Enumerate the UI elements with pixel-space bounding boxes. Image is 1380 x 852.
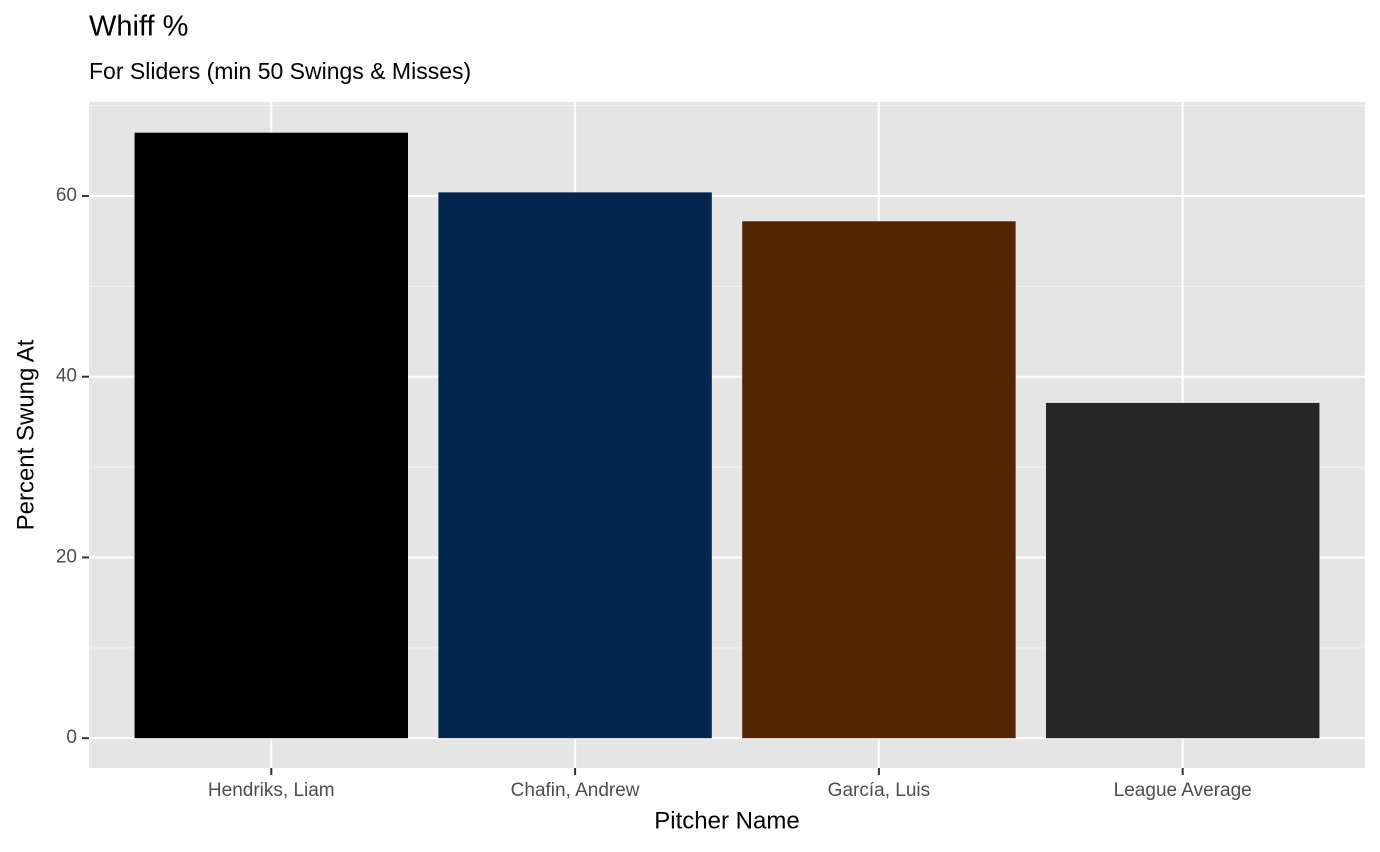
y-tick-label: 60 — [56, 185, 77, 206]
bar — [438, 192, 712, 739]
x-tick-label: García, Luis — [828, 780, 930, 801]
x-tick-label: League Average — [1114, 780, 1252, 801]
x-axis-label: Pitcher Name — [654, 807, 799, 834]
x-tick-label: Hendriks, Liam — [208, 780, 335, 801]
y-tick-label: 20 — [56, 546, 77, 567]
bar — [742, 221, 1016, 739]
bar — [134, 132, 409, 739]
chart-title: Whiff % — [89, 11, 188, 43]
y-tick-label: 40 — [56, 366, 77, 387]
bar — [1046, 402, 1320, 739]
y-tick-label: 0 — [66, 727, 77, 748]
y-axis-label: Percent Swung At — [12, 339, 39, 530]
chart-subtitle: For Sliders (min 50 Swings & Misses) — [89, 58, 471, 84]
x-tick-label: Chafin, Andrew — [511, 780, 640, 801]
